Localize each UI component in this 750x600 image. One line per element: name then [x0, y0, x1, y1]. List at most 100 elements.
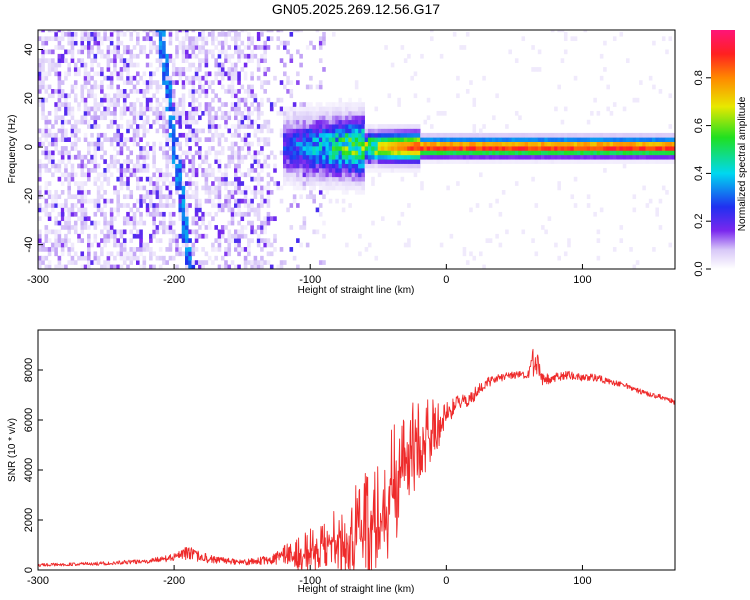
- heatmap-cell: [122, 110, 127, 116]
- heatmap-cell: [599, 53, 604, 59]
- heatmap-cell: [462, 45, 467, 50]
- heatmap-cell: [348, 176, 352, 182]
- heatmap-cell: [312, 159, 316, 164]
- heatmap-cell: [194, 137, 199, 142]
- heatmap-cell: [315, 115, 320, 121]
- heatmap-cell: [214, 45, 218, 50]
- heatmap-cell: [64, 137, 68, 142]
- heatmap-cell: [416, 141, 421, 147]
- heatmap-cell: [152, 251, 156, 257]
- heatmap-cell: [185, 229, 189, 235]
- heatmap-cell: [256, 75, 261, 81]
- heatmap-cell: [142, 93, 147, 99]
- heatmap-cell: [191, 242, 196, 248]
- heatmap-cell: [400, 45, 405, 50]
- heatmap-cell: [260, 225, 264, 230]
- heatmap-cell: [449, 150, 454, 156]
- heatmap-cell: [54, 163, 58, 169]
- heatmap-cell: [198, 75, 202, 81]
- heatmap-cell: [550, 141, 555, 147]
- heatmap-cell: [338, 102, 343, 107]
- heatmap-cell: [296, 146, 300, 151]
- heatmap-cell: [658, 89, 663, 94]
- heatmap-cell: [217, 62, 222, 68]
- heatmap-cell: [152, 110, 156, 116]
- heatmap-cell: [119, 233, 124, 239]
- heatmap-cell: [367, 163, 372, 169]
- heatmap-cell: [175, 176, 179, 182]
- heatmap-cell: [191, 251, 196, 257]
- heatmap-cell: [139, 233, 143, 239]
- heatmap-cell: [90, 75, 94, 81]
- heatmap-cell: [603, 168, 607, 173]
- heatmap-cell: [106, 58, 111, 63]
- heatmap-cell: [83, 132, 88, 138]
- heatmap-cell: [217, 238, 222, 243]
- heatmap-cell: [351, 150, 356, 156]
- heatmap-cell: [136, 176, 140, 182]
- heatmap-cell: [312, 172, 316, 178]
- heatmap-cell: [87, 40, 91, 46]
- heatmap-cell: [652, 150, 656, 156]
- heatmap-cell: [211, 181, 215, 186]
- heatmap-cell: [358, 181, 362, 186]
- heatmap-cell: [106, 176, 111, 182]
- heatmap-cell: [658, 159, 663, 164]
- heatmap-cell: [188, 168, 192, 173]
- heatmap-cell: [256, 163, 261, 169]
- heatmap-cell: [51, 89, 55, 94]
- heatmap-cell: [201, 58, 205, 63]
- heatmap-cell: [142, 154, 147, 160]
- heatmap-cell: [191, 36, 196, 42]
- heatmap-cell: [83, 216, 88, 222]
- heatmap-cell: [364, 128, 369, 134]
- heatmap-cell: [181, 97, 186, 103]
- heatmap-cell: [67, 106, 71, 112]
- heatmap-cell: [139, 168, 143, 173]
- heatmap-cell: [309, 132, 313, 138]
- heatmap-cell: [547, 141, 552, 147]
- heatmap-cell: [145, 247, 150, 252]
- heatmap-cell: [113, 233, 117, 239]
- heatmap-cell: [361, 132, 365, 138]
- heatmap-cell: [645, 150, 650, 156]
- heatmap-cell: [96, 115, 101, 121]
- heatmap-cell: [563, 132, 568, 138]
- heatmap-cell: [119, 264, 124, 269]
- heatmap-cell: [599, 159, 604, 164]
- heatmap-cell: [204, 110, 209, 116]
- heatmap-cell: [73, 141, 78, 147]
- heatmap-cell: [109, 58, 114, 63]
- heatmap-cell: [563, 146, 568, 151]
- heatmap-cell: [348, 115, 352, 121]
- heatmap-cell: [158, 58, 163, 63]
- heatmap-cell: [341, 119, 346, 125]
- heatmap-cell: [175, 251, 179, 257]
- heatmap-cell: [253, 264, 258, 269]
- heatmap-cell: [322, 176, 326, 182]
- heatmap-cell: [570, 194, 575, 200]
- heatmap-cell: [181, 93, 186, 99]
- heatmap-cell: [126, 67, 130, 72]
- heatmap-cell: [465, 154, 470, 160]
- heatmap-cell: [312, 194, 316, 200]
- heatmap-cell: [87, 159, 91, 164]
- heatmap-cell: [413, 168, 418, 173]
- heatmap-cell: [47, 251, 52, 257]
- heatmap-cell: [44, 49, 49, 55]
- heatmap-cell: [116, 31, 120, 37]
- heatmap-cell: [185, 203, 189, 208]
- heatmap-cell: [400, 128, 405, 134]
- heatmap-cell: [292, 176, 297, 182]
- heatmap-cell: [207, 168, 212, 173]
- heatmap-cell: [322, 40, 326, 46]
- heatmap-cell: [142, 242, 147, 248]
- heatmap-cell: [77, 194, 81, 200]
- heatmap-cell: [247, 247, 251, 252]
- heatmap-cell: [162, 181, 166, 186]
- heatmap-cell: [289, 119, 294, 125]
- heatmap-cell: [122, 93, 127, 99]
- heatmap-cell: [168, 84, 173, 90]
- heatmap-cell: [550, 159, 555, 164]
- heatmap-cell: [87, 31, 91, 37]
